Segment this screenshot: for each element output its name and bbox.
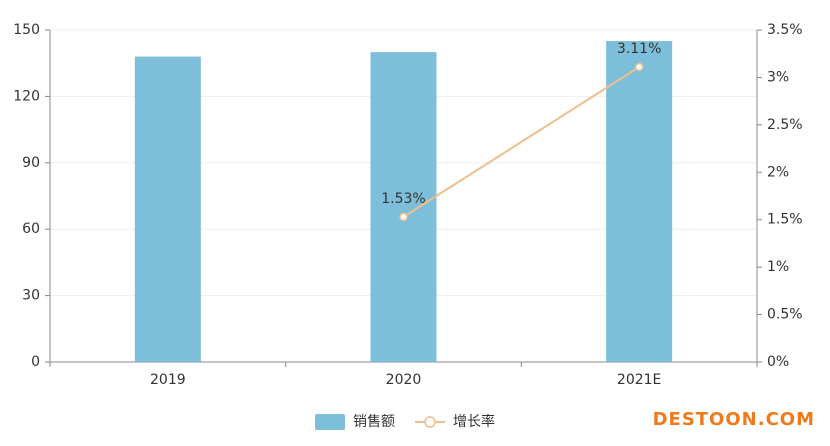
y2-tick-label: 2.5% xyxy=(767,117,803,133)
legend-swatch xyxy=(424,416,436,428)
y-tick-label: 120 xyxy=(13,88,40,104)
data-label: 1.53% xyxy=(381,191,425,207)
y2-tick-label: 1.5% xyxy=(767,212,803,228)
bar xyxy=(606,41,673,363)
data-label: 3.11% xyxy=(617,41,661,57)
watermark: DESTOON.COM xyxy=(653,409,815,430)
y2-tick-label: 2% xyxy=(767,164,789,180)
legend-label: 销售额 xyxy=(353,414,395,430)
y-tick-label: 30 xyxy=(22,288,40,304)
y-tick-label: 60 xyxy=(22,221,40,237)
y2-tick-label: 0.5% xyxy=(767,307,803,323)
legend-swatch xyxy=(315,414,345,430)
y2-tick-label: 1% xyxy=(767,259,789,275)
point xyxy=(634,62,644,72)
legend-label: 增长率 xyxy=(453,413,495,430)
y2-tick-label: 0% xyxy=(767,354,789,370)
bar xyxy=(370,52,437,363)
y-tick-label: 0 xyxy=(31,354,40,370)
x-tick-label: 2020 xyxy=(386,372,422,388)
bar xyxy=(134,56,201,363)
y2-tick-label: 3% xyxy=(767,69,789,85)
y-tick-label: 90 xyxy=(22,155,40,171)
y2-tick-label: 3.5% xyxy=(767,22,803,38)
y-tick-label: 150 xyxy=(13,22,40,38)
line xyxy=(402,66,640,218)
point xyxy=(399,212,408,222)
x-tick-label: 2019 xyxy=(150,372,186,388)
x-tick-label: 2021E xyxy=(617,372,661,388)
